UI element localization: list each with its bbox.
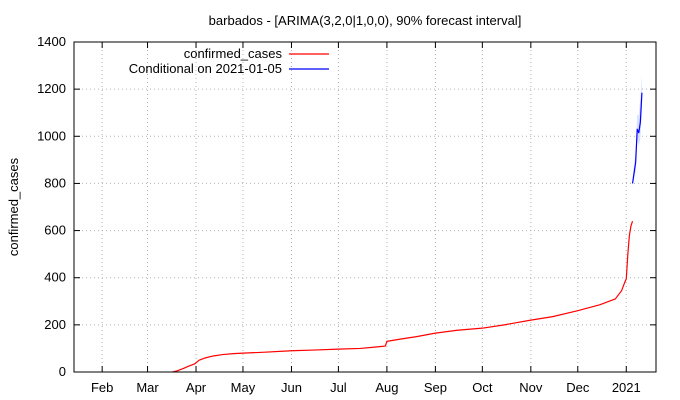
y-tick-label: 0: [59, 364, 66, 379]
y-tick-label: 600: [44, 223, 66, 238]
x-tick-label: 2021: [612, 380, 641, 395]
y-tick-label: 1400: [37, 34, 66, 49]
y-tick-label: 200: [44, 317, 66, 332]
x-tick-label: Sep: [424, 380, 447, 395]
y-axis-label: confirmed_cases: [6, 157, 21, 256]
y-tick-label: 1000: [37, 128, 66, 143]
legend-label: confirmed_cases: [184, 46, 283, 61]
series-layer: [172, 75, 643, 373]
x-tick-label: Apr: [186, 380, 207, 395]
y-tick-label: 400: [44, 270, 66, 285]
y-axis-ticks: 0 200 400 600 800 1000 1200 1400: [37, 34, 656, 379]
y-tick-label: 800: [44, 175, 66, 190]
x-tick-label: May: [231, 380, 256, 395]
grid: [74, 42, 656, 372]
series-line: [172, 220, 634, 373]
x-tick-label: Aug: [375, 380, 398, 395]
x-tick-label: Dec: [566, 380, 590, 395]
chart-title: barbados - [ARIMA(3,2,0|1,0,0), 90% fore…: [209, 13, 522, 28]
x-tick-label: Jul: [330, 380, 347, 395]
y-tick-label: 1200: [37, 81, 66, 96]
legend-label: Conditional on 2021-01-05: [129, 61, 282, 76]
x-axis-ticks: Feb Mar Apr May Jun Jul Aug Sep Oct Nov Dec 2021: [91, 42, 641, 395]
x-tick-label: Nov: [519, 380, 543, 395]
x-tick-label: Mar: [136, 380, 159, 395]
series-line: [631, 92, 643, 184]
x-tick-label: Oct: [472, 380, 493, 395]
x-tick-label: Feb: [91, 380, 113, 395]
x-tick-label: Jun: [281, 380, 302, 395]
plot-frame: [73, 41, 657, 373]
